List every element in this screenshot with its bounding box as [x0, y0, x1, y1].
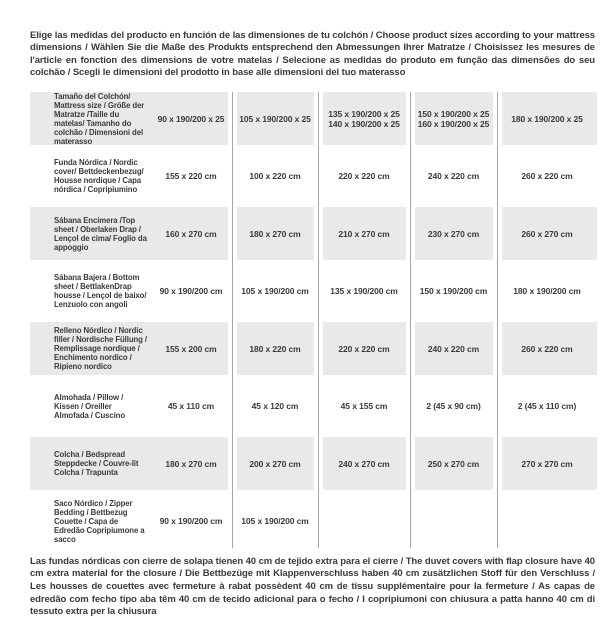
row-label: Colcha / Bedspread Steppdecke / Couvre-l…	[30, 436, 150, 491]
size-cell	[410, 494, 497, 548]
size-cell: 90 x 190/200 cm	[159, 516, 223, 527]
size-cell: 270 x 270 cm	[497, 436, 597, 491]
size-cell: 155 x 220 cm	[165, 171, 217, 182]
size-cell: 240 x 270 cm	[318, 436, 410, 491]
size-cell: 250 x 270 cm	[410, 436, 497, 491]
table-row-pillow: Almohada / Pillow / Kissen / Oreiller Al…	[30, 379, 597, 433]
footnote-text: Las fundas nórdicas con cierre de solapa…	[30, 555, 595, 618]
size-cell: 105 x 190/200 x 25	[232, 91, 318, 146]
size-cell: 180 x 190/200 x 25	[497, 91, 597, 146]
size-cell: 230 x 270 cm	[410, 206, 497, 261]
size-cell: 155 x 200 cm	[150, 321, 232, 376]
size-cell	[318, 494, 410, 548]
column-divider	[493, 91, 502, 548]
row-label: Saco Nórdico / Zipper Bedding / Bettbezu…	[54, 498, 145, 544]
size-cell: 45 x 120 cm	[251, 401, 299, 412]
size-cell: 105 x 190/200 cm	[241, 286, 309, 297]
row-label: Funda Nórdica / Nordic cover/ Bettdecken…	[54, 158, 144, 195]
size-cell: 180 x 190/200 cm	[513, 286, 581, 297]
size-cell: 90 x 190/200 x 25	[150, 91, 232, 146]
size-cell: 220 x 220 cm	[338, 171, 390, 182]
size-cell: 90 x 190/200 cm	[159, 286, 223, 297]
size-cell: 45 x 110 cm	[167, 401, 215, 412]
size-cell: 2 (45 x 90 cm)	[426, 401, 481, 412]
size-cell: 180 x 270 cm	[150, 436, 232, 491]
size-cell: 240 x 220 cm	[427, 171, 480, 182]
row-label: Almohada / Pillow / Kissen / Oreiller Al…	[54, 392, 125, 420]
size-cell: 240 x 220 cm	[410, 321, 497, 376]
size-cell: 260 x 220 cm	[497, 321, 597, 376]
row-label: Tamaño del Colchón/ Mattress size / Größ…	[30, 91, 150, 146]
size-cell: 180 x 270 cm	[232, 206, 318, 261]
table-row-bedspread: Colcha / Bedspread Steppdecke / Couvre-l…	[30, 436, 597, 491]
size-cell: 135 x 190/200 x 25 140 x 190/200 x 25	[318, 91, 410, 146]
table-row-top-sheet: Sábana Encimera /Top sheet / Oberlaken D…	[30, 206, 597, 261]
size-cell: 150 x 190/200 cm	[419, 286, 488, 297]
table-row-mattress-size: Tamaño del Colchón/ Mattress size / Größ…	[30, 91, 597, 146]
row-label: Relleno Nórdico / Nordic filler / Nordis…	[30, 321, 150, 376]
size-cell: 260 x 220 cm	[521, 171, 573, 182]
size-cell	[497, 494, 597, 548]
size-cell: 105 x 190/200 cm	[241, 516, 309, 527]
size-cell: 200 x 270 cm	[232, 436, 318, 491]
size-table: Tamaño del Colchón/ Mattress size / Größ…	[30, 91, 597, 548]
size-cell: 220 x 220 cm	[318, 321, 410, 376]
row-label: Sábana Bajera / Bottom sheet / Bettlaken…	[54, 273, 147, 310]
size-guide-page: Elige las medidas del producto en funció…	[30, 29, 597, 617]
table-row-bottom-sheet: Sábana Bajera / Bottom sheet / Bettlaken…	[30, 264, 597, 318]
size-cell: 260 x 270 cm	[497, 206, 597, 261]
size-cell: 210 x 270 cm	[318, 206, 410, 261]
table-row-nordic-cover: Funda Nórdica / Nordic cover/ Bettdecken…	[30, 149, 597, 203]
column-divider	[406, 91, 415, 548]
size-cell: 100 x 220 cm	[249, 171, 301, 182]
size-cell: 160 x 270 cm	[150, 206, 232, 261]
table-row-nordic-filler: Relleno Nórdico / Nordic filler / Nordis…	[30, 321, 597, 376]
size-cell: 150 x 190/200 x 25 160 x 190/200 x 25	[410, 91, 497, 146]
row-label: Sábana Encimera /Top sheet / Oberlaken D…	[30, 206, 150, 261]
size-cell: 45 x 155 cm	[340, 401, 388, 412]
size-cell: 2 (45 x 110 cm)	[517, 401, 577, 412]
table-row-zipper-bedding: Saco Nórdico / Zipper Bedding / Bettbezu…	[30, 494, 597, 548]
size-cell: 135 x 190/200 cm	[330, 286, 398, 297]
size-cell: 180 x 220 cm	[232, 321, 318, 376]
column-divider	[228, 91, 237, 548]
column-divider	[314, 91, 323, 548]
intro-text: Elige las medidas del producto en funció…	[30, 29, 595, 79]
